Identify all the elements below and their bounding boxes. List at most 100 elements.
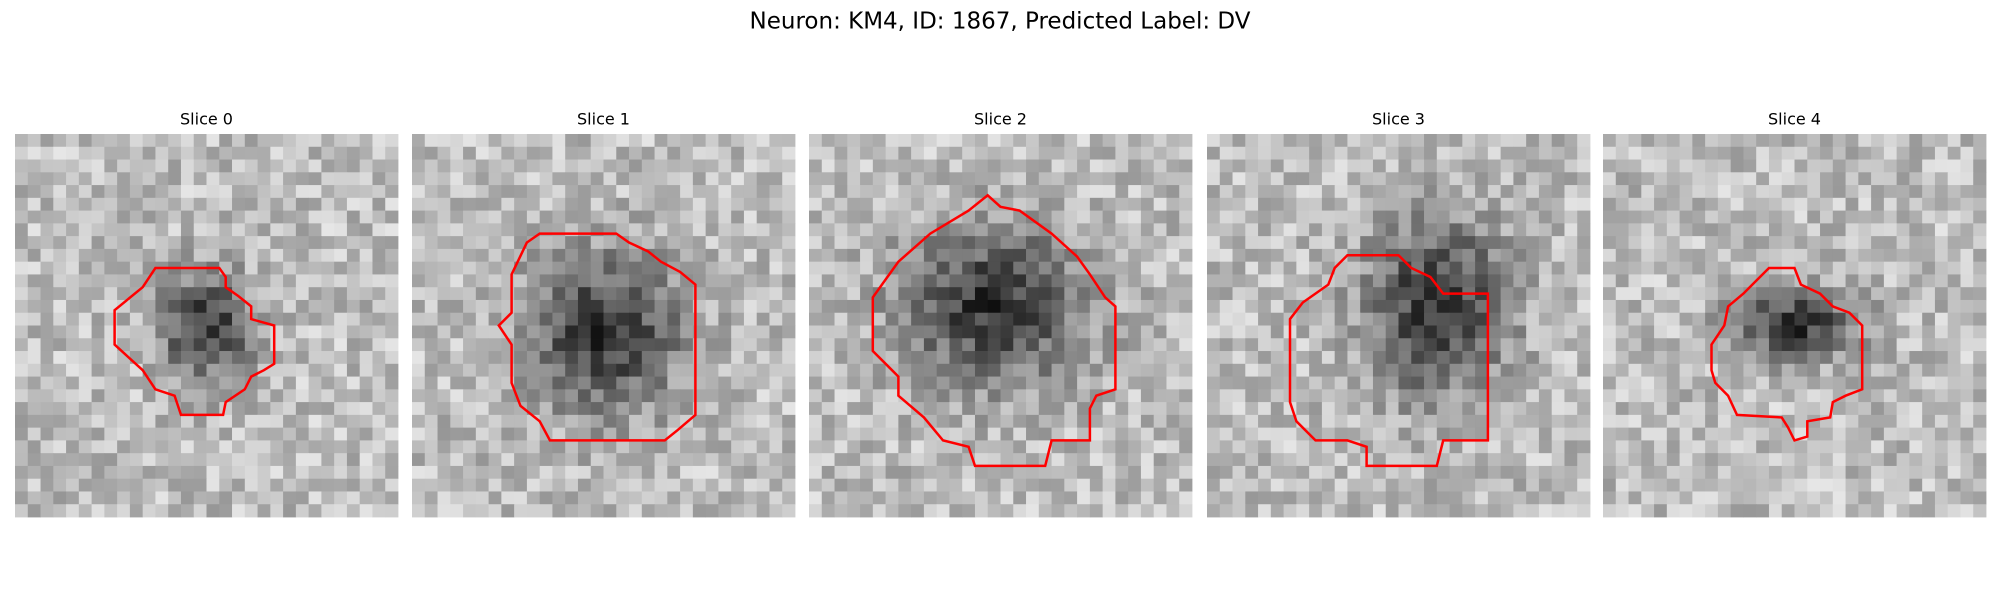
- pixel: [949, 223, 963, 237]
- pixel: [270, 312, 284, 326]
- pixel: [1102, 478, 1116, 492]
- pixel: [1245, 223, 1259, 237]
- pixel: [1654, 338, 1668, 352]
- pixel: [1398, 274, 1412, 288]
- pixel: [654, 210, 668, 224]
- pixel: [526, 376, 541, 390]
- pixel: [1538, 159, 1553, 173]
- pixel: [1258, 414, 1272, 429]
- pixel: [385, 197, 399, 211]
- pixel: [923, 325, 938, 339]
- pixel: [577, 197, 592, 211]
- pixel: [1013, 197, 1027, 211]
- pixel: [526, 491, 541, 505]
- pixel: [104, 427, 118, 441]
- pixel: [283, 338, 297, 352]
- pixel: [1883, 491, 1898, 505]
- pixel: [1832, 287, 1846, 301]
- pixel: [66, 210, 80, 224]
- pixel: [412, 478, 426, 492]
- pixel: [1166, 414, 1180, 429]
- pixel: [974, 338, 989, 352]
- pixel: [488, 299, 502, 314]
- pixel: [1462, 134, 1476, 148]
- pixel: [1347, 210, 1361, 224]
- pixel: [834, 159, 848, 173]
- pixel: [1179, 159, 1193, 173]
- pixel: [885, 389, 899, 403]
- pixel: [168, 312, 182, 326]
- pixel: [590, 210, 604, 224]
- pixel: [1270, 440, 1284, 454]
- pixel: [463, 453, 477, 467]
- pixel: [117, 312, 131, 326]
- pixel: [1038, 197, 1052, 211]
- pixel: [1385, 363, 1399, 377]
- pixel: [219, 146, 233, 160]
- pixel: [155, 134, 169, 148]
- pixel: [1232, 134, 1246, 148]
- pixel: [629, 338, 643, 352]
- pixel: [1654, 504, 1668, 518]
- pixel: [463, 504, 477, 518]
- pixel: [1462, 351, 1476, 365]
- pixel: [1960, 261, 1974, 275]
- pixel: [270, 351, 284, 365]
- pixel: [385, 453, 399, 467]
- panel-title: Slice 4: [1768, 110, 1821, 129]
- pixel: [1564, 504, 1578, 518]
- pixel: [590, 236, 604, 250]
- pixel: [809, 402, 823, 416]
- pixel: [117, 210, 131, 224]
- pixel: [1166, 363, 1180, 377]
- pixel: [1372, 440, 1387, 454]
- pixel: [1411, 146, 1425, 160]
- pixel: [270, 134, 284, 148]
- pixel: [193, 414, 207, 429]
- pixel: [53, 236, 67, 250]
- pixel: [142, 159, 156, 173]
- pixel: [117, 325, 131, 339]
- pixel: [923, 478, 938, 492]
- pixel: [488, 248, 502, 263]
- pixel: [821, 402, 835, 416]
- pixel: [1207, 402, 1221, 416]
- pixel: [1436, 465, 1450, 480]
- pixel: [488, 185, 502, 199]
- pixel: [1309, 197, 1323, 211]
- pixel: [898, 338, 912, 352]
- pixel: [1564, 351, 1578, 365]
- pixel: [1296, 414, 1310, 429]
- pixel: [1270, 414, 1284, 429]
- pixel: [1449, 402, 1463, 416]
- pixel: [1934, 402, 1949, 416]
- pixel: [718, 363, 732, 377]
- pixel: [1768, 134, 1783, 148]
- pixel: [1922, 134, 1936, 148]
- pixel: [782, 236, 796, 250]
- pixel: [1385, 312, 1399, 326]
- pixel: [1411, 172, 1425, 186]
- pixel: [308, 504, 322, 518]
- pixel: [1115, 159, 1129, 173]
- pixel: [168, 223, 182, 237]
- pixel: [1424, 134, 1438, 148]
- pixel: [40, 134, 54, 148]
- pixel: [1360, 478, 1374, 492]
- pixel: [1820, 197, 1834, 211]
- pixel: [372, 504, 386, 518]
- pixel: [142, 491, 156, 505]
- pixel: [1960, 453, 1974, 467]
- pixel: [437, 351, 451, 365]
- pixel: [1947, 351, 1961, 365]
- pixel: [962, 312, 976, 326]
- pixel: [488, 172, 502, 186]
- pixel: [321, 402, 335, 416]
- pixel: [987, 389, 1001, 403]
- pixel: [385, 504, 399, 518]
- pixel: [168, 287, 182, 301]
- pixel: [629, 491, 643, 505]
- pixel: [501, 440, 515, 454]
- pixel: [680, 389, 694, 403]
- pixel: [1551, 325, 1565, 339]
